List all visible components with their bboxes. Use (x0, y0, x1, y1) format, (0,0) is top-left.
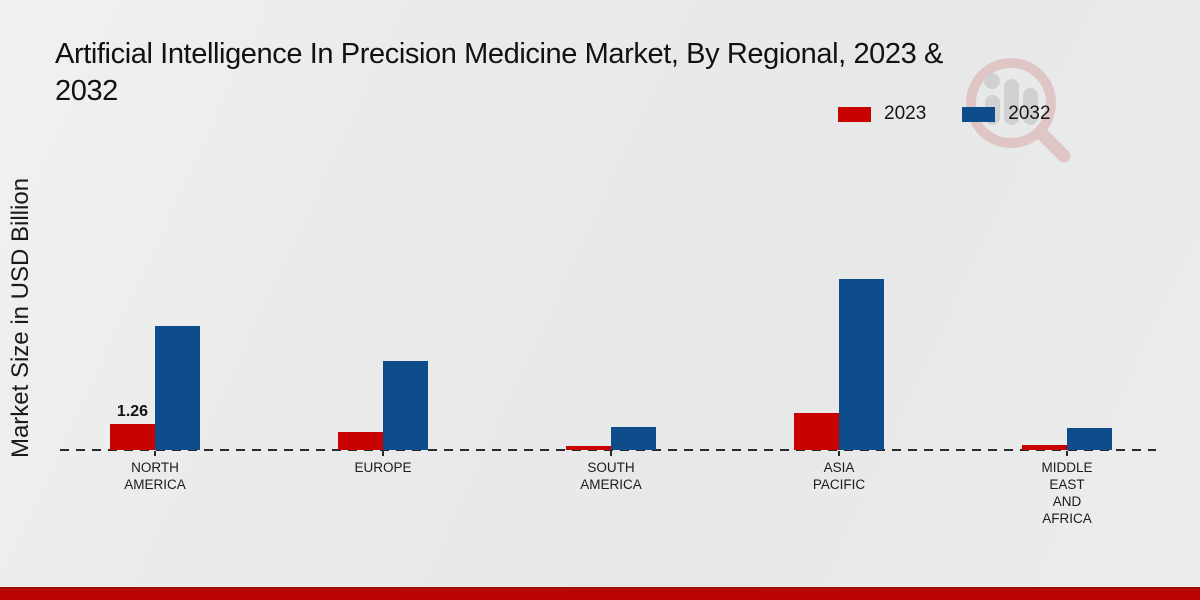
axis-tick-asia-pacific (838, 451, 840, 456)
bar-south-america-2023 (566, 446, 611, 450)
x-axis-baseline (60, 449, 1156, 451)
bar-south-america-2032 (611, 427, 656, 450)
legend-swatch-2032-icon (962, 106, 996, 122)
bar-middle-east-africa-2032 (1067, 428, 1112, 450)
legend-item-2032: 2032 (962, 103, 1051, 125)
bar-north-america-2032 (155, 326, 200, 450)
category-label-europe: EUROPE (354, 460, 412, 475)
axis-tick-europe (382, 451, 384, 456)
bar-middle-east-africa-2023 (1022, 445, 1067, 450)
category-label-south-america: SOUTH AMERICA (580, 460, 642, 492)
category-label-asia-pacific: ASIA PACIFIC (812, 460, 866, 492)
axis-tick-middle-east-africa (1066, 451, 1068, 456)
bar-asia-pacific-2032 (839, 279, 884, 450)
bar-europe-2023 (338, 432, 383, 450)
chart-title-line-1: Artificial Intelligence In Precision Med… (55, 38, 943, 70)
chart-title: Artificial Intelligence In Precision Med… (55, 36, 1165, 110)
legend-item-2023: 2023 (838, 103, 926, 125)
bar-asia-pacific-2023 (794, 413, 839, 450)
bar-europe-2032 (383, 361, 428, 450)
legend-swatch-2023-icon (838, 106, 871, 122)
axis-tick-south-america (610, 451, 612, 456)
legend-label-2023: 2023 (884, 103, 927, 124)
legend-label-2032: 2032 (1008, 103, 1051, 124)
bar-value-label-north-america-2023: 1.26 (116, 403, 149, 420)
category-label-middle-east-africa: MIDDLE EAST AND AFRICA (1041, 460, 1093, 526)
chart-title-line-2: 2032 (55, 75, 118, 107)
bottom-accent-band (0, 587, 1200, 600)
axis-tick-north-america (154, 451, 156, 456)
legend: 2023 2032 (838, 103, 1051, 125)
category-label-north-america: NORTH AMERICA (124, 460, 186, 492)
bar-north-america-2023 (110, 424, 155, 450)
